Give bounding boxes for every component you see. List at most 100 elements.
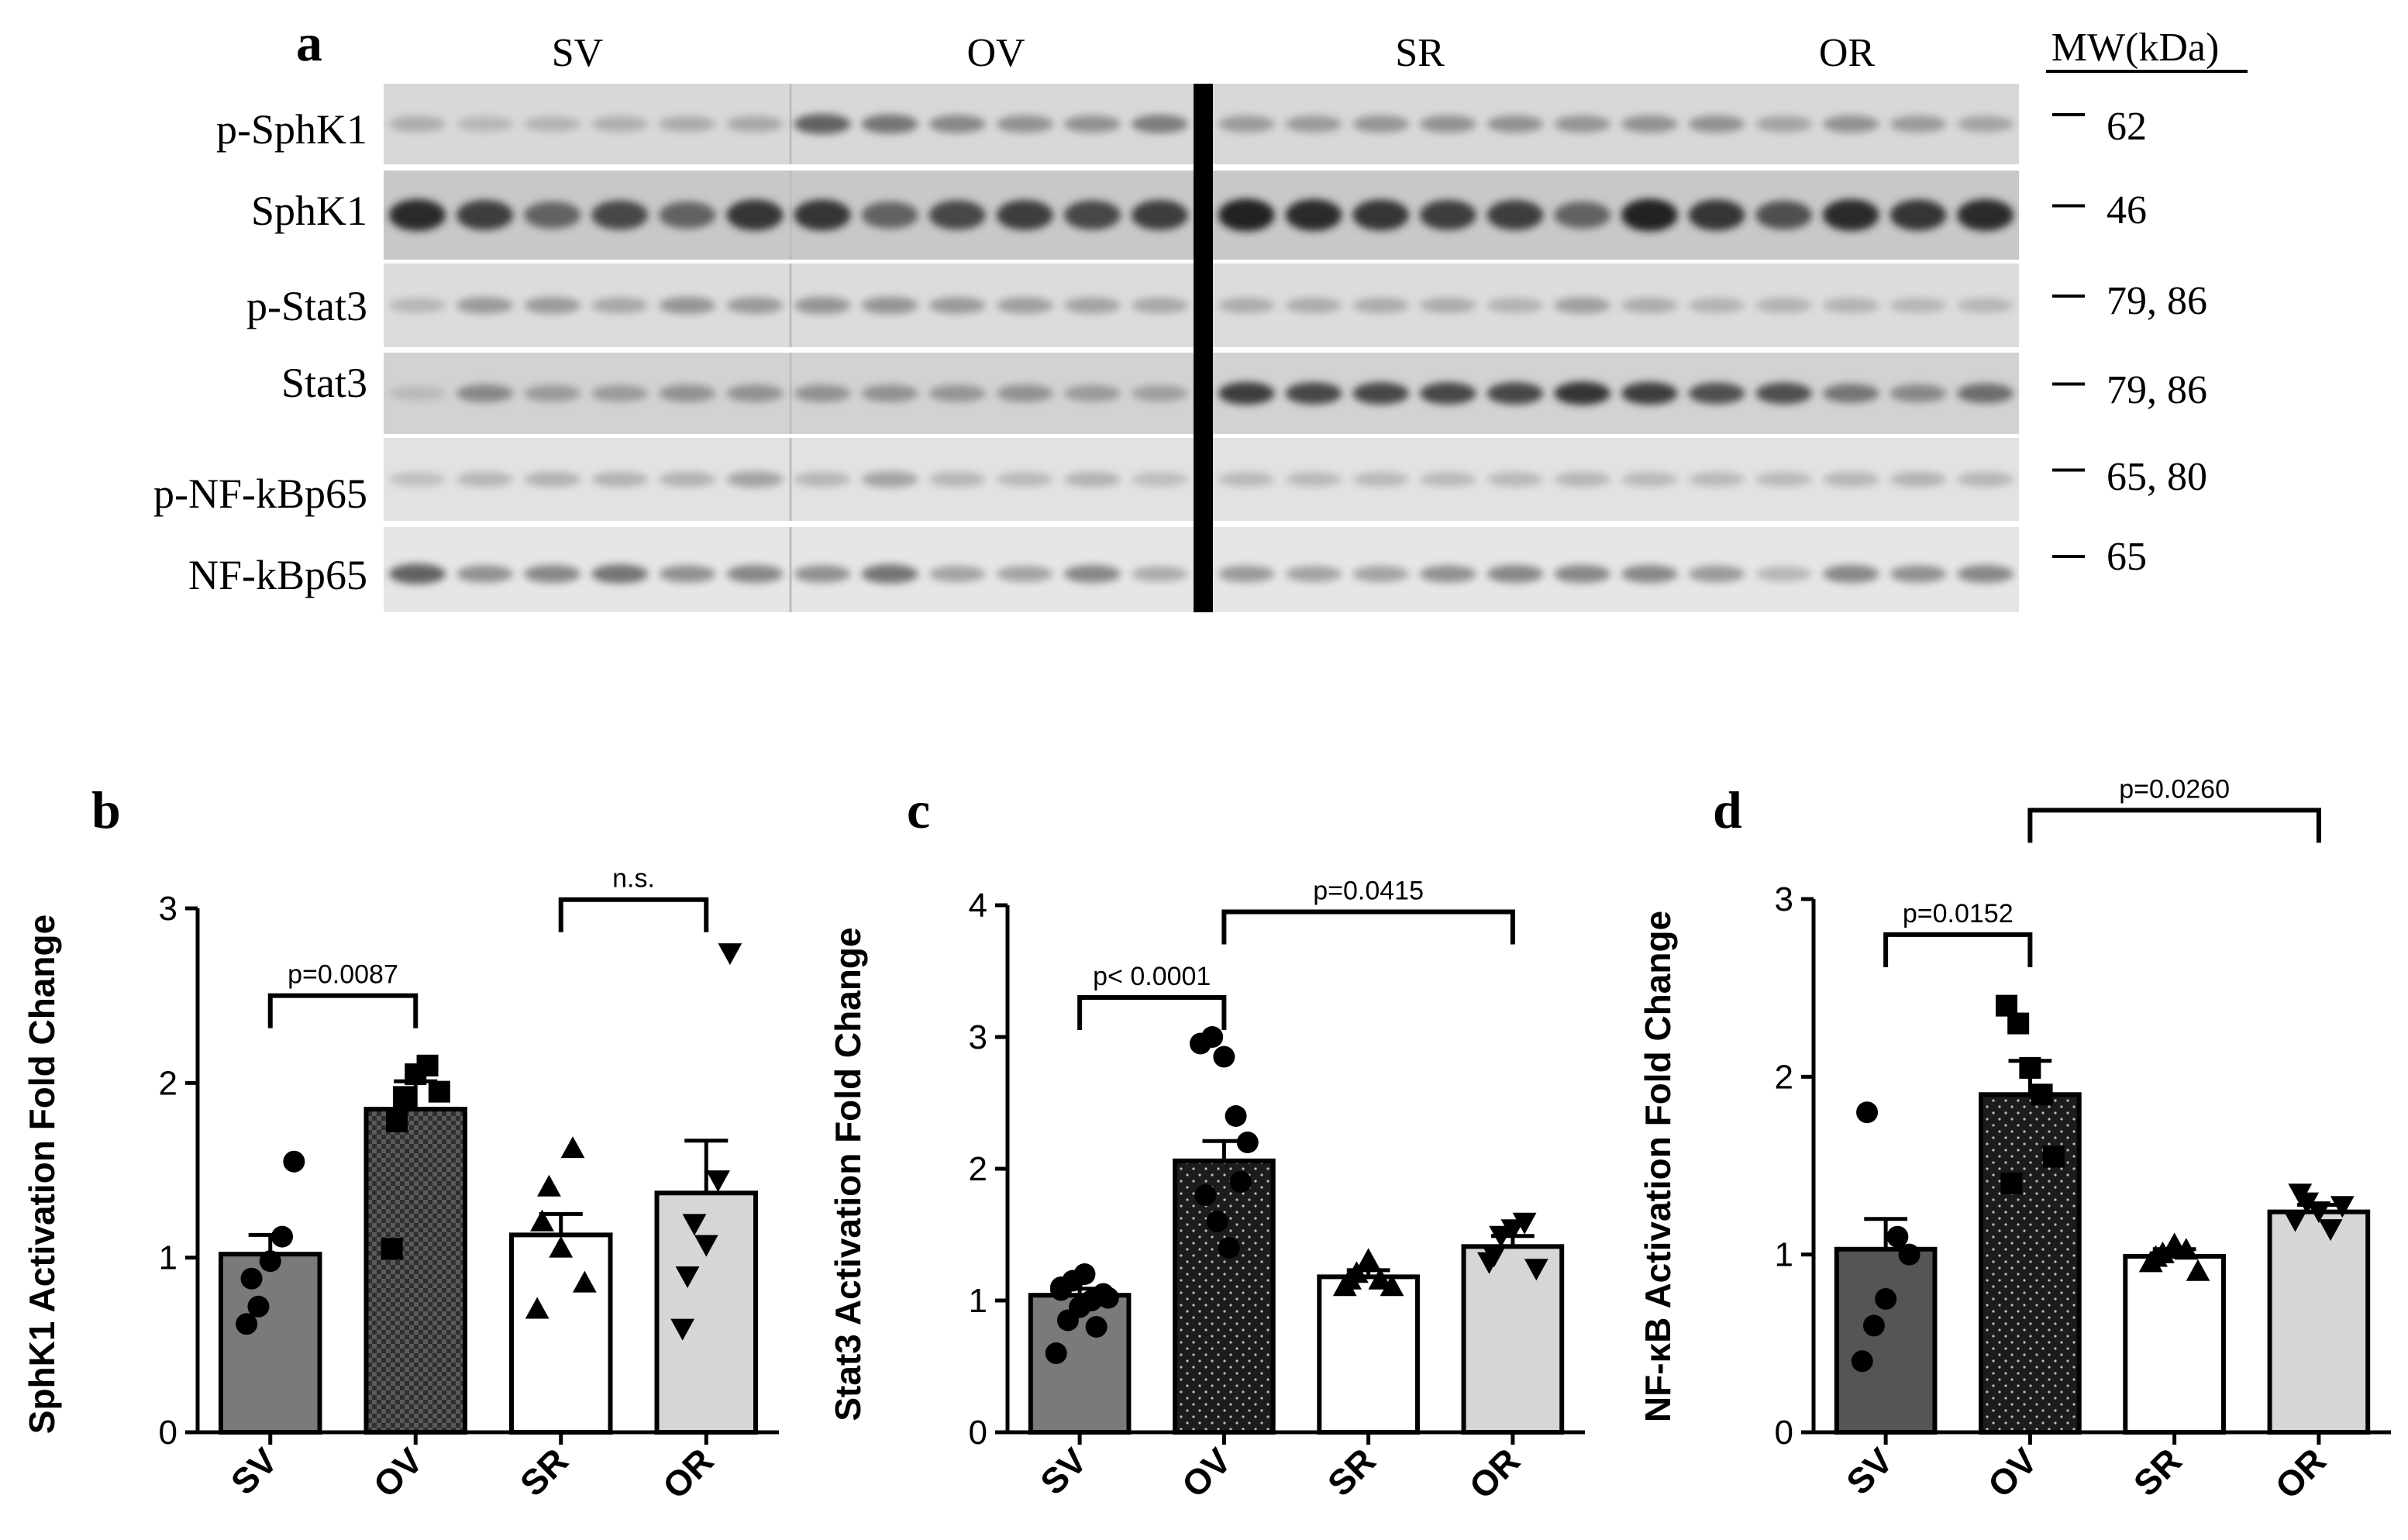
x-tick-label: SV [1032, 1440, 1094, 1502]
blot-band [861, 384, 918, 402]
blot-band [1822, 471, 1879, 487]
row-mw-stat3: 79, 86 [2107, 368, 2207, 412]
data-point [259, 1250, 281, 1273]
data-point [525, 1297, 549, 1319]
row-mw-nf-kbp65: 65 [2107, 535, 2147, 579]
blot-band [1218, 115, 1275, 133]
blot-band [996, 384, 1053, 402]
blot-band [1755, 201, 1813, 229]
blot-band [1890, 298, 1947, 313]
data-point [1482, 1245, 1507, 1268]
data-point [1380, 1274, 1404, 1297]
blot-strip [384, 171, 1194, 260]
blot-band [591, 471, 649, 487]
blot-band [861, 296, 918, 315]
row-label-stat3: Stat3 [281, 360, 367, 406]
data-point [2019, 1056, 2041, 1079]
bar [2267, 1209, 2371, 1435]
blot-band [861, 202, 918, 229]
data-point [1524, 1259, 1548, 1281]
data-point [2174, 1238, 2199, 1260]
blot-band [1218, 381, 1275, 405]
data-point [560, 1136, 585, 1159]
blot-band [1890, 565, 1947, 583]
data-point [537, 1174, 561, 1197]
blot-band [1486, 382, 1544, 405]
panel-b-letter: b [91, 780, 121, 839]
blot-band [1554, 297, 1611, 314]
y-tick-label: 2 [159, 1064, 177, 1102]
blot-band [1621, 564, 1678, 584]
blot-band [659, 202, 716, 229]
x-tick-label: OR [2267, 1440, 2334, 1507]
blot-band [1352, 382, 1410, 405]
blot-band [388, 385, 446, 401]
blot-band [456, 297, 514, 314]
blot-band [1554, 564, 1611, 584]
blot-band [591, 200, 649, 230]
data-point [271, 1225, 294, 1248]
blot-band [794, 296, 851, 315]
blot-band [591, 115, 649, 133]
blot-band [1688, 382, 1745, 405]
data-point [1856, 1101, 1879, 1124]
blot-divider [1194, 84, 1213, 612]
data-point [549, 1235, 574, 1258]
blot-band [1621, 115, 1678, 133]
blot-band [794, 384, 851, 402]
chart-b: b SphK1 Activation Fold Change 0 1 2 3 SV OV S… [22, 780, 779, 1507]
blot-band [1890, 384, 1947, 403]
blot-band [1755, 566, 1813, 582]
data-point [428, 1080, 450, 1103]
group-label-sr: SR [1395, 31, 1445, 75]
chart-c: c Stat3 Activation Fold Change 0 1 2 3 4 SV OV… [828, 780, 1585, 1507]
data-point [1489, 1225, 1514, 1248]
data-point [675, 1266, 700, 1288]
data-point [1356, 1248, 1381, 1270]
blot-band [524, 202, 581, 229]
data-point [2042, 1146, 2065, 1168]
significance-bracket [1221, 909, 1515, 945]
panel-d-letter: d [1713, 780, 1742, 839]
data-point [1206, 1211, 1228, 1232]
blot-band [1486, 200, 1544, 230]
row-label-sphk1: SphK1 [251, 188, 367, 234]
blot-band [1822, 564, 1879, 584]
bar [1317, 1274, 1420, 1435]
bar [2123, 1253, 2226, 1435]
blot-band [928, 200, 986, 230]
blot-band [524, 471, 581, 487]
data-point [247, 1295, 270, 1318]
blot-band [928, 566, 986, 582]
blot-band [1352, 471, 1410, 487]
data-point [381, 1238, 403, 1260]
data-point [1236, 1132, 1259, 1153]
blot-band [794, 565, 851, 583]
blot-band [996, 115, 1053, 133]
blot-band [1285, 471, 1342, 487]
blot-band [388, 563, 446, 584]
blot-band [794, 199, 851, 231]
chart-c-ylabel: Stat3 Activation Fold Change [828, 927, 868, 1421]
row-mw-p-sphk1: 62 [2107, 105, 2147, 149]
data-point [706, 1170, 730, 1193]
panel-a: a SV OV SR OR MW(kDa) p-SphK1 62 SphK1 4… [153, 13, 2248, 612]
blot-band [1957, 199, 2014, 231]
blot-band [1063, 564, 1121, 584]
data-point [1862, 1314, 1885, 1337]
data-point [2144, 1245, 2168, 1267]
y-tick-label: 1 [159, 1239, 177, 1277]
blot-strip [1213, 264, 2019, 347]
blot-band [1218, 198, 1275, 232]
data-point [1225, 1105, 1247, 1127]
blot-band [659, 115, 716, 133]
blot-band [659, 296, 716, 315]
blot-band [1486, 471, 1544, 487]
y-tick-label: 3 [159, 890, 177, 928]
group-label-ov: OV [966, 31, 1025, 75]
blot-band [1218, 565, 1275, 583]
data-point [1097, 1287, 1119, 1309]
data-point [386, 1110, 408, 1132]
blot-band [996, 471, 1053, 487]
mw-header: MW(kDa) [2051, 26, 2220, 70]
